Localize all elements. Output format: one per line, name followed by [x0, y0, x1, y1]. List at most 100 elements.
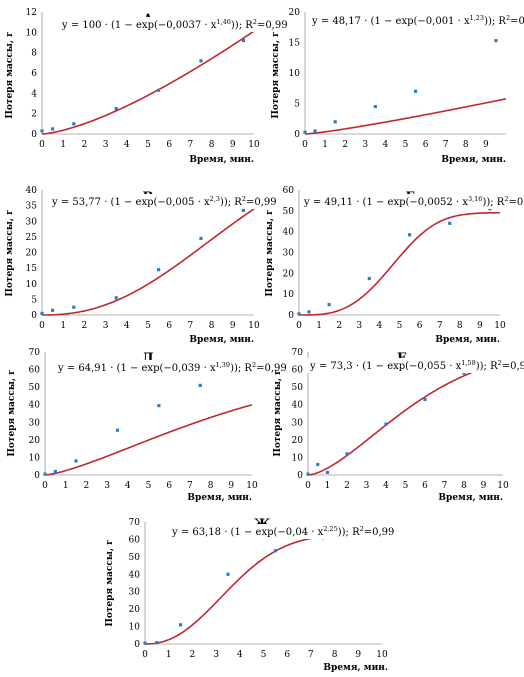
data-point: [345, 452, 349, 456]
data-point: [72, 122, 76, 126]
x-tick-label: 7: [442, 481, 448, 491]
equation-label: y = 64,91 · (1 − exp(−0,039 · x1,39)); R…: [57, 361, 287, 374]
x-tick-label: 2: [82, 321, 88, 331]
x-tick-label: 7: [187, 481, 193, 491]
x-tick-label: 3: [213, 650, 219, 660]
equation-label: y = 63,18 · (1 − exp(−0,04 · x2,25)); R2…: [171, 525, 394, 538]
data-point: [241, 38, 245, 43]
y-tick-label: 40: [26, 186, 38, 196]
x-tick-label: 10: [497, 481, 509, 491]
x-tick-label: 7: [308, 650, 314, 660]
data-point: [198, 383, 202, 387]
x-tick-label: 6: [166, 140, 172, 150]
y-tick-label: 10: [26, 280, 38, 290]
y-tick-label: 0: [31, 311, 37, 321]
x-tick-label: 7: [188, 321, 194, 331]
y-tick-label: 10: [29, 453, 41, 463]
x-tick-label: 3: [364, 481, 370, 491]
x-tick-label: 4: [237, 650, 243, 660]
equation-part-exp: 3,16: [468, 195, 482, 203]
x-tick-label: 4: [377, 321, 383, 331]
equation-part-exp: 1,39: [216, 361, 230, 369]
equation-part-a: y = 48,17 · (1 − exp(−0,001 · x: [311, 16, 470, 27]
y-tick-label: 8: [31, 49, 37, 59]
x-tick-label: 8: [457, 321, 463, 331]
x-tick-label: 6: [284, 650, 290, 660]
y-tick-label: 20: [26, 249, 38, 259]
data-point: [297, 312, 301, 316]
equation-part-b: )); R: [220, 197, 242, 208]
x-axis-label: Время, мин.: [438, 493, 503, 503]
equation-part-b: )); R: [231, 20, 253, 31]
x-tick-label: 0: [302, 140, 308, 150]
equation-label: y = 73,3 · (1 − exp(−0,055 · x1,58)); R2…: [309, 359, 524, 372]
equation-part-r2: 2: [498, 359, 502, 367]
equation-part-b: )); R: [482, 197, 504, 208]
chart-panel-5: Д 0 1 2 3 4 5 6 7 8 9 10 0 10 20 30 40 50 60 70 Время, мин. П…: [7, 348, 289, 503]
data-point: [413, 89, 418, 93]
data-point: [40, 129, 44, 133]
x-tick-label: 6: [166, 481, 172, 491]
x-tick-label: 0: [142, 650, 148, 660]
data-point: [143, 641, 147, 645]
equation-part-b: )); R: [230, 363, 252, 374]
x-tick-label: 9: [228, 481, 234, 491]
equation-part-c: =0,99: [502, 361, 524, 372]
equation-part-r2: 2: [360, 525, 364, 533]
y-tick-label: 35: [26, 202, 38, 212]
equation-part-c: =0,99: [364, 527, 395, 538]
y-axis-label: Потеря массы, г: [7, 369, 17, 456]
data-point: [407, 233, 412, 237]
y-tick-label: 20: [289, 8, 301, 18]
data-point: [199, 236, 203, 241]
x-tick-label: 10: [248, 321, 260, 331]
equation-part-b: )); R: [484, 16, 506, 27]
data-point: [494, 39, 498, 43]
x-tick-label: 8: [209, 140, 215, 150]
x-tick-label: 2: [84, 481, 90, 491]
equation-part-exp: 2,3: [210, 195, 220, 203]
x-tick-label: 1: [60, 140, 66, 150]
data-point: [303, 130, 307, 134]
equation-label: y = 53,77 · (1 − exp(−0,005 · x2,3)); R2…: [51, 195, 277, 208]
data-point: [316, 462, 320, 467]
equation-part-a: y = 64,91 · (1 − exp(−0,039 · x: [57, 363, 216, 374]
data-point: [114, 106, 118, 111]
y-tick-label: 2: [31, 110, 37, 120]
equation-part-c: =0,99: [246, 197, 277, 208]
x-tick-label: 7: [437, 321, 443, 331]
x-tick-label: 8: [461, 481, 467, 491]
x-tick-label: 3: [103, 140, 109, 150]
y-tick-label: 30: [292, 418, 304, 428]
equation-part-exp: 1,46: [216, 18, 230, 26]
chart-panel-2: Б012345678905101520Время, мин.Потеря мас…: [271, 8, 524, 165]
data-point: [273, 549, 277, 553]
equation-background: [55, 360, 289, 375]
data-point: [384, 422, 388, 426]
x-tick-label: 5: [145, 321, 151, 331]
x-axis-label: Время, мин.: [435, 335, 500, 345]
equation-label: y = 48,17 · (1 − exp(−0,001 · x1,23)); R…: [311, 14, 524, 27]
data-point: [306, 472, 310, 476]
y-tick-label: 15: [26, 264, 38, 274]
y-tick-label: 20: [283, 269, 295, 279]
y-tick-label: 50: [283, 207, 295, 217]
chart-panel-4: Г0123456789100102030405060Время, мин.Пот…: [265, 186, 524, 345]
y-tick-label: 0: [297, 471, 303, 481]
x-tick-label: 0: [39, 321, 45, 331]
y-tick-label: 0: [134, 640, 140, 650]
y-tick-label: 12: [26, 8, 37, 18]
equation-background: [309, 13, 524, 28]
fit-curve: [42, 208, 255, 316]
y-tick-label: 6: [31, 69, 37, 79]
y-tick-label: 20: [292, 436, 304, 446]
x-tick-label: 8: [209, 321, 215, 331]
y-tick-label: 40: [129, 570, 141, 580]
data-point: [178, 623, 183, 627]
data-point: [313, 129, 317, 133]
equation-part-r2: 2: [504, 195, 508, 203]
y-tick-label: 60: [283, 186, 295, 196]
x-tick-label: 1: [60, 321, 66, 331]
data-point: [327, 302, 331, 307]
